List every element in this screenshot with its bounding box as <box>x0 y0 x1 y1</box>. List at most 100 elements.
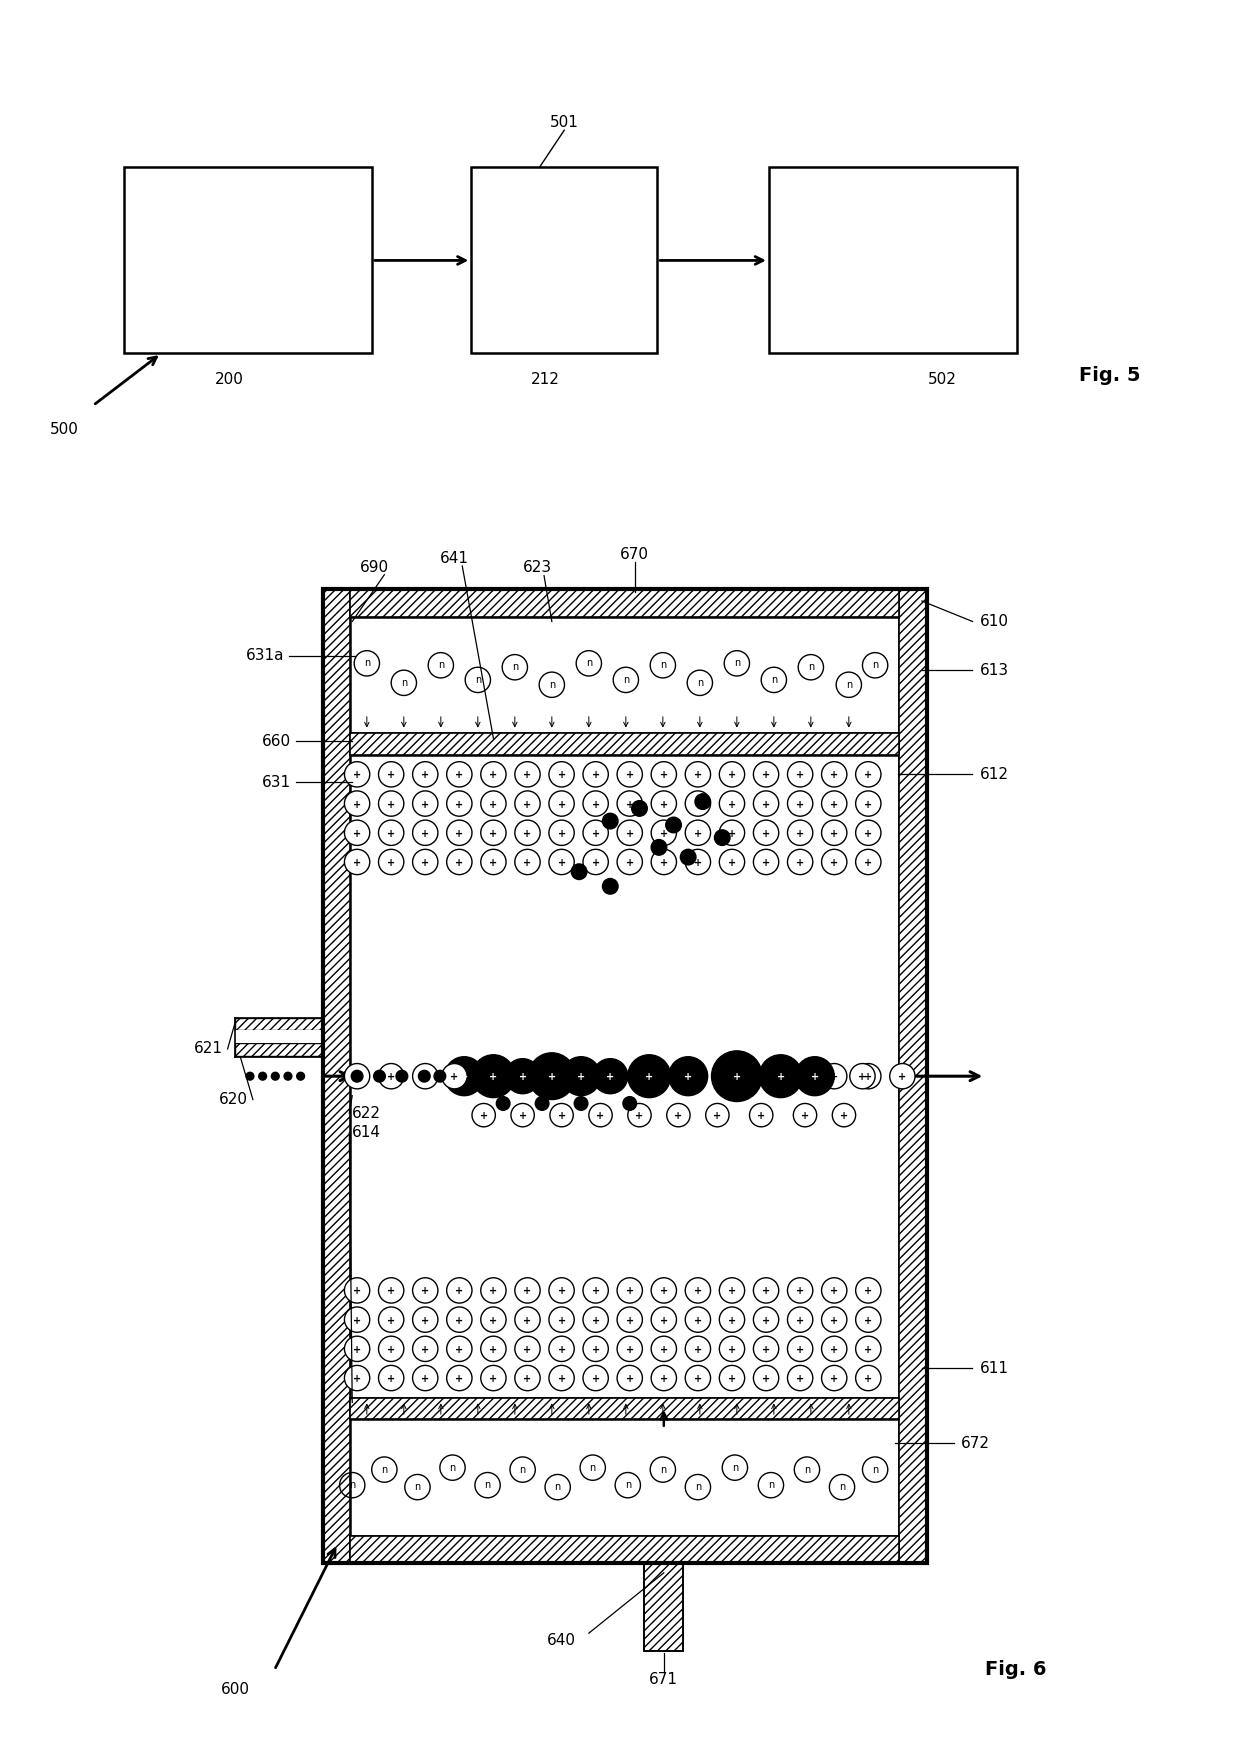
Text: +: + <box>455 858 464 869</box>
Circle shape <box>549 1366 574 1390</box>
Text: +: + <box>387 771 396 780</box>
Text: +: + <box>864 1073 873 1083</box>
Text: +: + <box>455 1345 464 1355</box>
Text: +: + <box>626 771 634 780</box>
Text: Fig. 5: Fig. 5 <box>1079 366 1141 385</box>
Text: +: + <box>660 1374 668 1385</box>
Text: +: + <box>796 858 805 869</box>
Circle shape <box>413 790 438 816</box>
Circle shape <box>651 1306 677 1332</box>
Text: +: + <box>660 799 668 809</box>
Text: +: + <box>830 1374 838 1385</box>
Text: +: + <box>353 799 361 809</box>
Text: n: n <box>449 1463 455 1472</box>
Text: +: + <box>694 771 702 780</box>
Bar <box>350 1536 899 1563</box>
Text: 641: 641 <box>440 551 469 565</box>
Circle shape <box>719 762 745 787</box>
Text: +: + <box>387 1287 396 1296</box>
Circle shape <box>618 820 642 846</box>
Bar <box>645 1563 683 1650</box>
Text: +: + <box>460 1073 469 1083</box>
Circle shape <box>562 1057 600 1095</box>
Text: 620: 620 <box>219 1092 248 1107</box>
Text: +: + <box>591 1374 600 1385</box>
Circle shape <box>434 1071 445 1081</box>
Text: +: + <box>591 828 600 839</box>
Text: n: n <box>475 675 481 685</box>
Text: 621: 621 <box>193 1041 223 1057</box>
Text: +: + <box>518 1111 527 1121</box>
Circle shape <box>413 762 438 787</box>
Circle shape <box>445 1057 484 1095</box>
Text: +: + <box>660 771 668 780</box>
Circle shape <box>856 1278 880 1303</box>
Text: +: + <box>694 1287 702 1296</box>
Text: +: + <box>728 858 737 869</box>
Text: +: + <box>830 858 838 869</box>
Text: +: + <box>523 828 532 839</box>
Text: 501: 501 <box>549 115 579 131</box>
Text: +: + <box>596 1111 605 1121</box>
Text: +: + <box>694 1315 702 1325</box>
Circle shape <box>686 1278 711 1303</box>
Text: 613: 613 <box>981 663 1009 678</box>
Text: +: + <box>591 858 600 869</box>
Text: +: + <box>728 828 737 839</box>
Circle shape <box>583 790 609 816</box>
Circle shape <box>759 1055 802 1097</box>
Text: +: + <box>606 1073 614 1083</box>
Circle shape <box>378 762 404 787</box>
Circle shape <box>481 849 506 875</box>
Text: +: + <box>839 1111 848 1121</box>
Text: 614: 614 <box>352 1125 381 1141</box>
Circle shape <box>549 1278 574 1303</box>
Text: +: + <box>558 858 565 869</box>
Circle shape <box>378 1336 404 1362</box>
Circle shape <box>712 1052 763 1102</box>
Circle shape <box>856 1306 880 1332</box>
Text: +: + <box>864 1315 873 1325</box>
Text: +: + <box>558 799 565 809</box>
Text: +: + <box>796 1345 805 1355</box>
Bar <box>350 755 899 1397</box>
Text: +: + <box>830 1315 838 1325</box>
Text: +: + <box>523 1287 532 1296</box>
Circle shape <box>345 1064 370 1088</box>
Text: 690: 690 <box>360 560 389 576</box>
Circle shape <box>856 1064 880 1088</box>
Text: +: + <box>548 1073 556 1083</box>
Circle shape <box>618 1306 642 1332</box>
Text: +: + <box>811 1073 818 1083</box>
Circle shape <box>345 1366 370 1390</box>
Text: +: + <box>490 828 497 839</box>
Text: 610: 610 <box>981 614 1009 630</box>
Circle shape <box>832 1104 856 1127</box>
Circle shape <box>787 790 812 816</box>
Text: +: + <box>558 1374 565 1385</box>
Circle shape <box>667 1104 691 1127</box>
Text: +: + <box>763 771 770 780</box>
Circle shape <box>686 762 711 787</box>
Text: +: + <box>660 1345 668 1355</box>
Text: n: n <box>697 678 703 687</box>
Text: +: + <box>387 799 396 809</box>
Text: 660: 660 <box>262 734 291 748</box>
Text: +: + <box>796 799 805 809</box>
Circle shape <box>754 849 779 875</box>
Text: +: + <box>763 828 770 839</box>
Text: +: + <box>626 1315 634 1325</box>
Text: +: + <box>450 1073 459 1083</box>
Text: +: + <box>763 1345 770 1355</box>
Circle shape <box>856 762 880 787</box>
Bar <box>124 167 372 354</box>
Circle shape <box>515 1306 541 1332</box>
Circle shape <box>618 790 642 816</box>
Text: +: + <box>523 1374 532 1385</box>
Text: +: + <box>796 1287 805 1296</box>
Text: +: + <box>694 828 702 839</box>
Text: +: + <box>558 828 565 839</box>
Circle shape <box>481 1336 506 1362</box>
Circle shape <box>754 1336 779 1362</box>
Text: +: + <box>675 1111 682 1121</box>
